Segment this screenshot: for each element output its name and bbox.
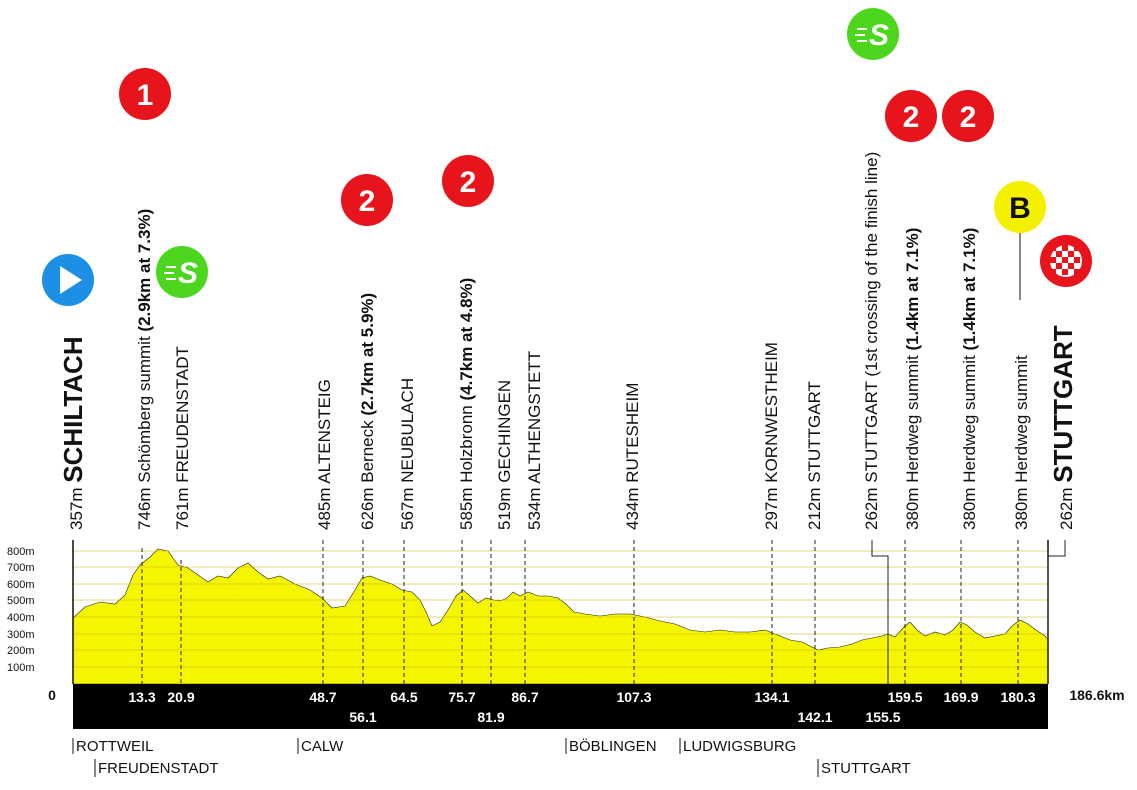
svg-text:2: 2: [359, 185, 376, 218]
end-km-label: 186.6km: [1069, 687, 1124, 703]
km-marker: 81.9: [477, 709, 504, 725]
kom-cat1-badge: 1: [119, 68, 171, 120]
altitude-tick: 500m: [7, 595, 35, 607]
kom-cat2-badge-herdweg-2: 2: [942, 90, 994, 142]
location-label: 585m Holzbronn (4.7km at 4.8%): [457, 278, 476, 530]
km-marker: 107.3: [616, 689, 651, 705]
svg-text:2: 2: [903, 101, 920, 134]
region-label: LUDWIGSBURG: [683, 738, 796, 755]
start-km-label: 0: [48, 687, 56, 703]
location-label: 380m Herdweg summit (1.4km at 7.1%): [903, 228, 922, 530]
altitude-tick: 400m: [7, 612, 35, 624]
km-marker: 159.5: [887, 689, 922, 705]
svg-text:2: 2: [460, 166, 477, 199]
svg-text:B: B: [1009, 192, 1031, 225]
altitude-gridlines: [73, 550, 1048, 668]
km-marker: 20.9: [167, 689, 194, 705]
start-icon: [42, 254, 94, 306]
bonus-badge: B: [994, 181, 1046, 300]
altitude-tick: 300m: [7, 629, 35, 641]
first-crossing-connector: [871, 540, 889, 684]
region-label: BÖBLINGEN: [569, 737, 657, 755]
location-label: 434m RUTESHEIM: [623, 383, 642, 530]
location-label: 212m STUTTGART: [805, 381, 824, 530]
km-marker: 75.7: [448, 689, 475, 705]
location-label: 380m Herdweg summit: [1012, 355, 1031, 530]
km-marker: 56.1: [349, 709, 376, 725]
km-marker: 13.3: [128, 689, 155, 705]
altitude-tick: 800m: [7, 546, 35, 558]
location-label: 485m ALTENSTEIG: [315, 379, 334, 530]
km-marker: 86.7: [511, 689, 538, 705]
svg-text:1: 1: [137, 79, 154, 112]
distance-band: [73, 684, 1048, 729]
km-marker: 64.5: [390, 689, 417, 705]
altitude-tick: 100m: [7, 662, 35, 674]
finish-connector: [1047, 540, 1066, 684]
kom-cat2-badge-holzbronn: 2: [442, 155, 494, 207]
location-label: 534m ALTHENGSTETT: [525, 351, 544, 530]
altitude-axis: 800m 700m 600m 500m 400m 300m 200m 100m: [7, 546, 35, 674]
region-label: FREUDENSTADT: [98, 760, 219, 777]
sprint-badge-stuttgart: S: [847, 8, 899, 60]
location-markers: [72, 540, 1066, 684]
km-marker: 142.1: [797, 709, 832, 725]
region-label: CALW: [301, 738, 344, 755]
kom-cat2-badge-berneck: 2: [341, 174, 393, 226]
finish-flag-icon: [1040, 235, 1092, 287]
svg-text:S: S: [178, 257, 198, 290]
location-label: 262m STUTTGART: [1048, 325, 1078, 530]
region-label: ROTTWEIL: [76, 738, 154, 755]
elevation-area: [72, 548, 1049, 685]
km-marker: 48.7: [309, 689, 336, 705]
location-label: 519m GECHINGEN: [495, 380, 514, 530]
location-label: 297m KORNWESTHEIM: [762, 342, 781, 530]
km-markers: 13.3 20.9 48.7 64.5 75.7 86.7 107.3 134.1 159.5 1…: [128, 689, 1035, 725]
elevation-chart: 800m 700m 600m 500m 400m 300m 200m 100m: [7, 540, 1049, 685]
kom-cat2-badge-herdweg-1: 2: [885, 90, 937, 142]
altitude-tick: 700m: [7, 562, 35, 574]
location-label: 262m STUTTGART (1st crossing of the fini…: [862, 152, 881, 530]
location-label: 761m FREUDENSTADT: [173, 346, 192, 530]
svg-text:S: S: [869, 19, 889, 52]
km-marker: 134.1: [754, 689, 789, 705]
location-label: 567m NEUBULACH: [398, 378, 417, 530]
altitude-tick: 600m: [7, 579, 35, 591]
location-label: 380m Herdweg summit (1.4km at 7.1%): [960, 228, 979, 530]
svg-text:2: 2: [960, 101, 977, 134]
location-label: 626m Berneck (2.7km at 5.9%): [358, 293, 377, 530]
km-marker: 169.9: [943, 689, 978, 705]
km-marker: 180.3: [1000, 689, 1035, 705]
region-labels: ROTTWEIL CALW BÖBLINGEN LUDWIGSBURG FREUDENS…: [72, 737, 911, 777]
sprint-badge-freudenstadt: S: [156, 246, 208, 298]
location-label: 357m SCHILTACH: [58, 336, 88, 530]
km-marker: 155.5: [865, 709, 900, 725]
region-label: STUTTGART: [821, 760, 911, 777]
altitude-tick: 200m: [7, 645, 35, 657]
location-labels: 357m SCHILTACH 746m Schömberg summit (2.9…: [58, 152, 1078, 530]
location-label: 746m Schömberg summit (2.9km at 7.3%): [135, 209, 154, 530]
